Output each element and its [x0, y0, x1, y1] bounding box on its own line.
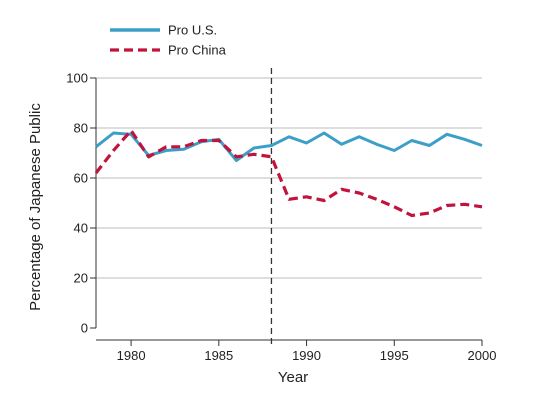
legend: Pro U.S. Pro China: [110, 23, 227, 58]
y-tick-label: 100: [66, 71, 88, 86]
x-tick-label: 1995: [380, 348, 409, 363]
gridlines: [96, 77, 482, 279]
x-axis-label: Year: [278, 369, 308, 386]
legend-label-pro-us: Pro U.S.: [168, 23, 217, 38]
y-axis-label: Percentage of Japanese Public: [27, 103, 44, 311]
y-axis-ticks: 0 20 40 60 80 100: [66, 71, 96, 336]
series: [94, 128, 483, 218]
y-tick-label: 0: [81, 321, 88, 336]
x-axis-ticks: 1980 1985 1990 1995 2000: [117, 340, 497, 363]
y-tick-label: 80: [74, 121, 88, 136]
y-tick-label: 40: [74, 221, 88, 236]
x-tick-label: 1985: [204, 348, 233, 363]
axes: [95, 78, 482, 341]
y-tick-label: 60: [74, 171, 88, 186]
series-line-pro-china: [94, 128, 483, 218]
x-tick-label: 2000: [468, 348, 497, 363]
x-tick-label: 1990: [292, 348, 321, 363]
legend-label-pro-china: Pro China: [168, 43, 227, 58]
series-line-pro-u-s: [95, 131, 483, 162]
x-tick-label: 1980: [117, 348, 146, 363]
y-tick-label: 20: [74, 271, 88, 286]
